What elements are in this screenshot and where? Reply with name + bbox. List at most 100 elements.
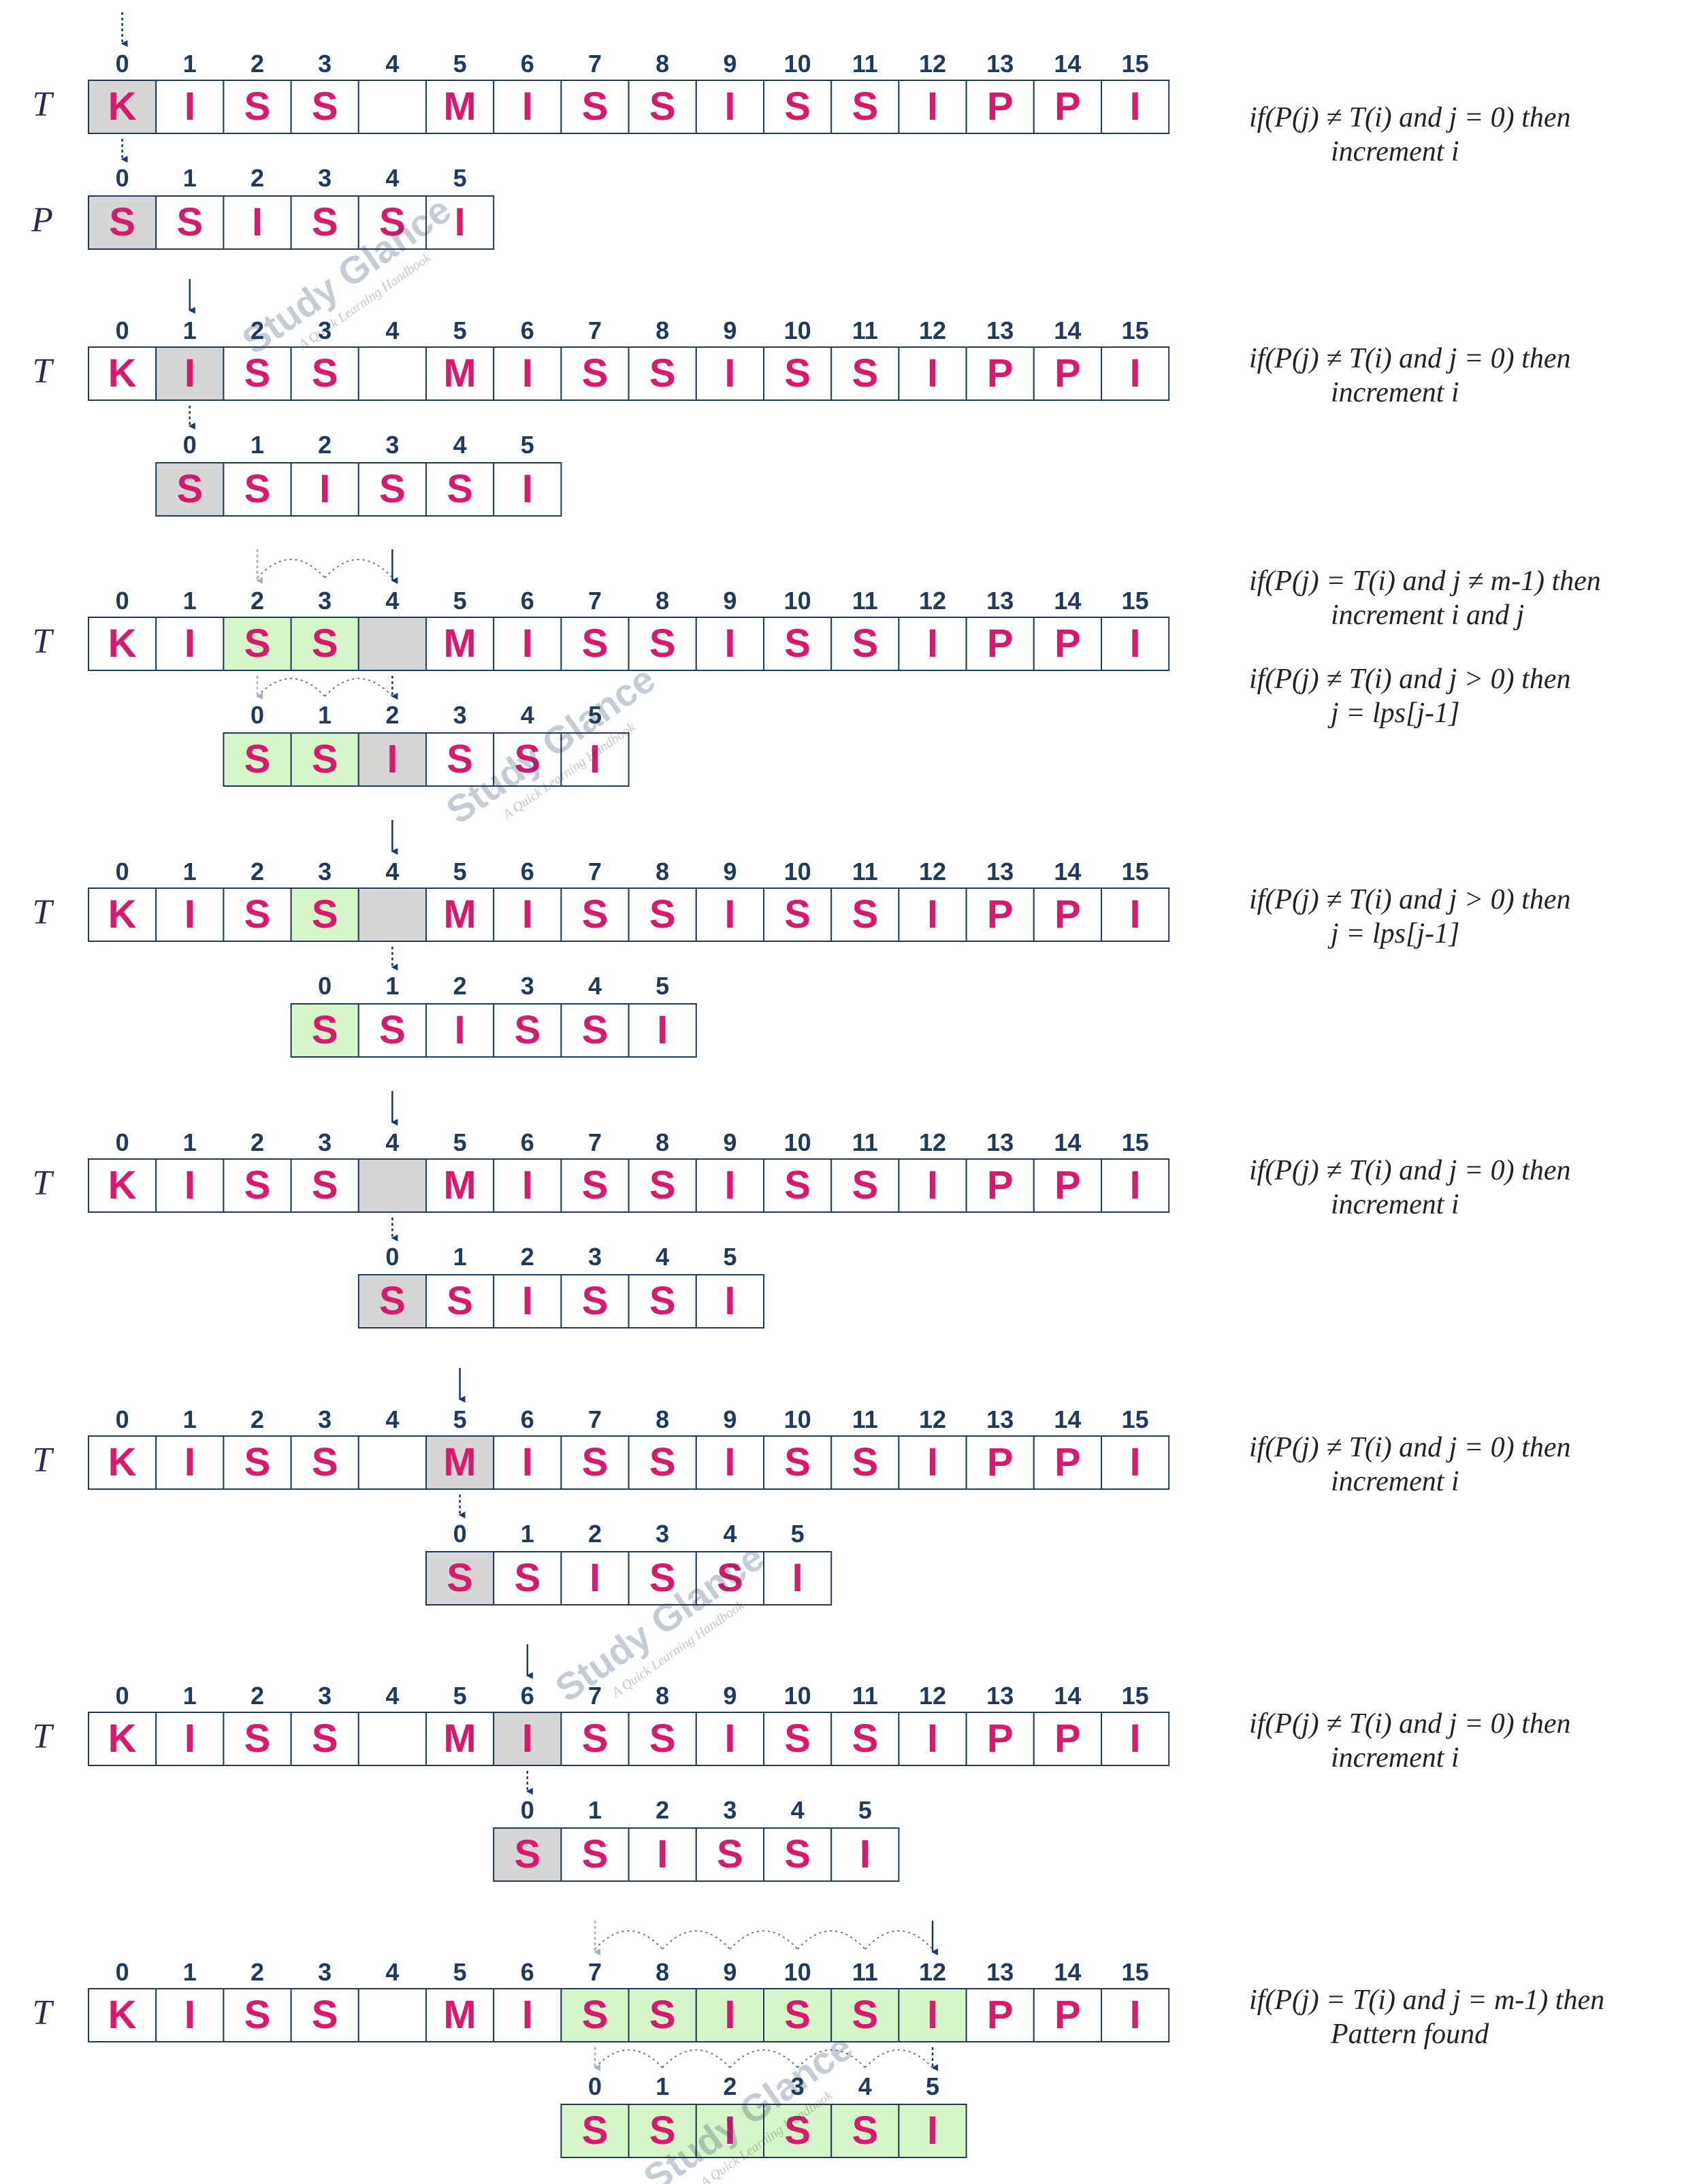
text-index-label: 3	[318, 50, 332, 78]
text-char: I	[184, 351, 195, 395]
text-char: S	[582, 1163, 609, 1207]
text-cell	[628, 887, 697, 942]
text-cell	[223, 1435, 292, 1490]
text-cell	[425, 1712, 495, 1766]
pattern-char: S	[784, 1832, 811, 1876]
pattern-index-label: 4	[385, 164, 399, 192]
text-index-label: 8	[656, 587, 669, 615]
text-index-label: 6	[521, 50, 534, 78]
pattern-index-label: 0	[250, 701, 264, 729]
text-index-label: 10	[784, 316, 811, 344]
pattern-char: I	[792, 1556, 803, 1600]
action-text: j = lps[j-1]	[1327, 698, 1459, 729]
text-array-label: T	[33, 1164, 54, 1203]
text-char: S	[649, 1440, 676, 1484]
pattern-char: I	[522, 1279, 533, 1323]
text-index-label: 15	[1122, 1405, 1149, 1433]
pattern-char: I	[455, 200, 466, 244]
text-index-label: 6	[521, 316, 534, 344]
text-char: S	[582, 351, 609, 395]
text-char: P	[987, 84, 1014, 129]
text-char: P	[987, 1716, 1014, 1761]
text-index-label: 7	[588, 50, 602, 78]
pattern-index-label: 2	[723, 2072, 737, 2100]
pattern-cell	[763, 1551, 833, 1606]
text-char: K	[108, 892, 137, 936]
text-cell	[493, 1988, 562, 2042]
pattern-index-label: 1	[453, 1243, 467, 1271]
pattern-cell	[290, 732, 359, 787]
text-char: S	[852, 621, 878, 666]
pattern-index-label: 4	[791, 1796, 805, 1824]
text-char: S	[582, 1716, 609, 1761]
pattern-cell	[560, 1003, 630, 1058]
text-char: M	[443, 892, 476, 936]
text-char: M	[443, 84, 476, 129]
text-index-label: 6	[521, 587, 534, 615]
j-increment-arc	[729, 2049, 798, 2068]
pattern-cell	[560, 1274, 630, 1329]
text-index-label: 11	[852, 587, 878, 615]
text-index-label: 5	[453, 858, 467, 885]
pattern-index-label: 3	[453, 701, 467, 729]
pattern-char: S	[312, 1008, 338, 1052]
pattern-index-label: 3	[791, 2072, 805, 2100]
text-cell	[763, 887, 833, 942]
text-char: I	[184, 1163, 195, 1207]
pattern-char: S	[176, 467, 203, 511]
action-text: increment i	[1331, 1466, 1459, 1497]
text-char: S	[784, 1440, 811, 1484]
text-char: S	[784, 1716, 811, 1761]
text-cell	[830, 1435, 900, 1490]
text-char: P	[987, 1163, 1014, 1207]
text-cell	[1101, 1712, 1170, 1766]
text-cell	[628, 1435, 697, 1490]
text-char: K	[108, 1716, 137, 1761]
text-cell	[830, 1158, 900, 1213]
pattern-char: S	[514, 1008, 540, 1052]
text-char: I	[522, 1163, 533, 1207]
pattern-cell	[695, 1274, 764, 1329]
text-cell	[88, 1435, 157, 1490]
text-cell	[223, 1988, 292, 2042]
pattern-cell	[425, 462, 495, 517]
text-index-label: 5	[453, 316, 467, 344]
text-char: S	[784, 621, 811, 666]
text-index-label: 10	[784, 858, 811, 885]
text-cell	[155, 887, 225, 942]
text-cell	[695, 617, 764, 671]
pattern-char: S	[582, 1832, 609, 1876]
text-index-label: 12	[919, 1128, 946, 1156]
text-index-label: 11	[852, 50, 878, 78]
i-increment-arc	[594, 1930, 663, 1950]
pattern-index-label: 2	[656, 1796, 669, 1824]
pattern-index-label: 3	[656, 1520, 669, 1548]
text-char: I	[184, 1440, 195, 1484]
pattern-index-label: 0	[453, 1520, 467, 1548]
text-cell	[357, 1158, 427, 1213]
text-index-label: 12	[919, 858, 946, 885]
i-increment-arc	[864, 1930, 933, 1950]
condition-text: if(P(j) ≠ T(i) and j = 0) then	[1249, 102, 1570, 133]
text-array-label: T	[33, 1993, 54, 2032]
text-char: S	[852, 1163, 878, 1207]
text-cell	[290, 887, 359, 942]
text-cell	[223, 1712, 292, 1766]
text-cell	[763, 80, 833, 134]
text-cell	[695, 887, 764, 942]
pattern-index-label: 5	[521, 431, 534, 459]
text-index-label: 2	[250, 1128, 264, 1156]
pattern-char: S	[379, 1008, 406, 1052]
pattern-index-label: 2	[588, 1520, 602, 1548]
text-cell	[493, 1712, 562, 1766]
pattern-cell	[290, 462, 359, 517]
j-increment-arc	[864, 2049, 933, 2068]
text-cell	[290, 1158, 359, 1213]
j-increment-arc	[257, 678, 325, 697]
text-cell	[493, 80, 562, 134]
pattern-char: S	[514, 1556, 540, 1600]
pattern-index-label: 0	[183, 431, 197, 459]
text-char: S	[649, 1993, 676, 2037]
